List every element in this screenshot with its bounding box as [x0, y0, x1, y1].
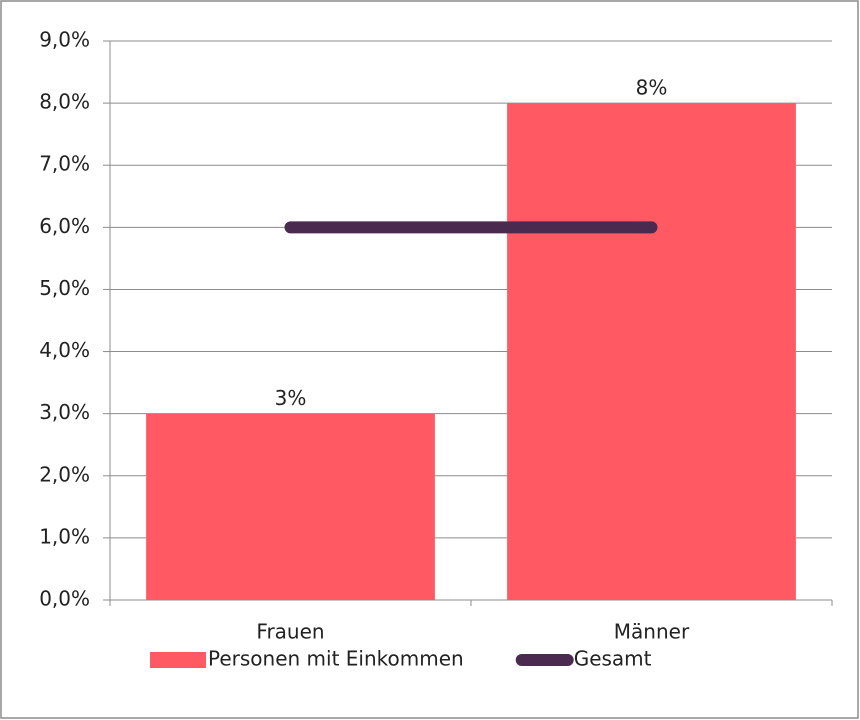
legend-label: Personen mit Einkommen: [208, 647, 464, 671]
legend-swatch: [150, 652, 206, 668]
y-tick-label: 4,0%: [39, 338, 90, 362]
data-label: 8%: [636, 76, 668, 100]
y-tick-label: 7,0%: [39, 152, 90, 176]
data-label: 3%: [275, 386, 307, 410]
x-tick-label: Frauen: [256, 620, 324, 644]
y-tick-label: 6,0%: [39, 214, 90, 238]
bar: [507, 103, 796, 600]
y-tick-label: 1,0%: [39, 524, 90, 548]
legend-label: Gesamt: [574, 647, 652, 671]
y-tick-label: 9,0%: [39, 28, 90, 52]
bar: [146, 413, 435, 600]
x-tick-label: Männer: [614, 620, 690, 644]
y-tick-label: 0,0%: [39, 587, 90, 611]
y-tick-label: 5,0%: [39, 276, 90, 300]
y-tick-label: 2,0%: [39, 462, 90, 486]
y-tick-label: 3,0%: [39, 400, 90, 424]
y-tick-label: 8,0%: [39, 90, 90, 114]
